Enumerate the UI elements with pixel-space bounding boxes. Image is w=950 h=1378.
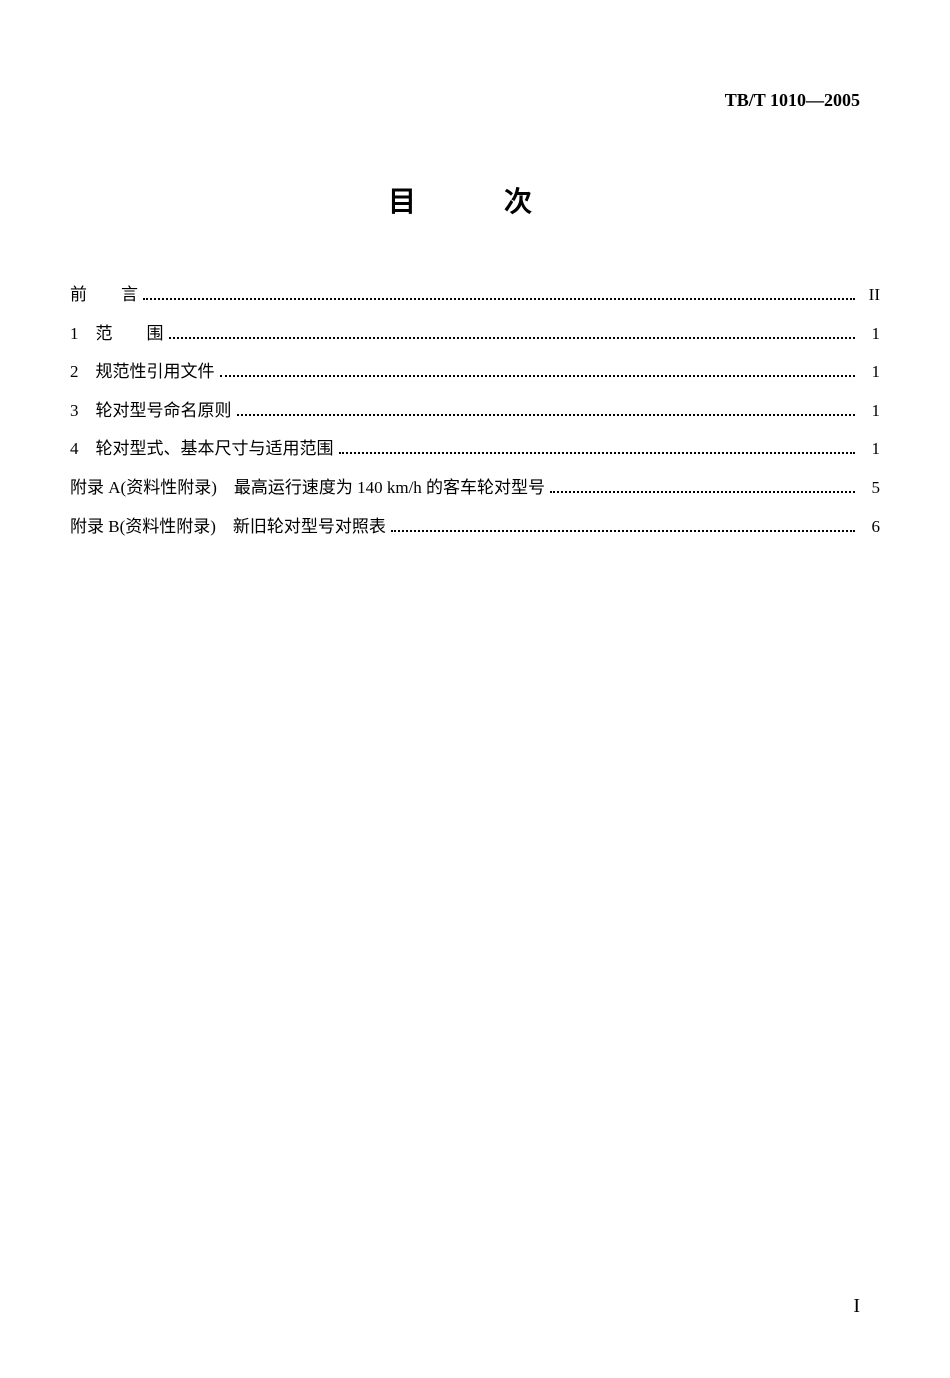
toc-dots bbox=[143, 298, 855, 300]
toc-label: 附录 A(资料性附录) 最高运行速度为 140 km/h 的客车轮对型号 bbox=[70, 473, 545, 504]
toc-page: II bbox=[860, 280, 880, 311]
toc-dots bbox=[550, 491, 855, 493]
toc-page: 1 bbox=[860, 396, 880, 427]
toc-entry: 2 规范性引用文件 1 bbox=[70, 357, 880, 388]
toc-entry: 4 轮对型式、基本尺寸与适用范围 1 bbox=[70, 434, 880, 465]
toc-page: 6 bbox=[860, 512, 880, 543]
toc-dots bbox=[339, 452, 856, 454]
toc-dots bbox=[237, 414, 856, 416]
toc-label: 2 规范性引用文件 bbox=[70, 357, 215, 388]
table-of-contents: 前 言 II 1 范 围 1 2 规范性引用文件 1 3 轮对型号命名原则 1 … bbox=[70, 280, 880, 542]
toc-page: 1 bbox=[860, 319, 880, 350]
standard-code: TB/T 1010—2005 bbox=[725, 90, 860, 111]
toc-label: 前 言 bbox=[70, 280, 138, 311]
toc-entry: 附录 B(资料性附录) 新旧轮对型号对照表 6 bbox=[70, 512, 880, 543]
toc-page: 1 bbox=[860, 434, 880, 465]
toc-label: 附录 B(资料性附录) 新旧轮对型号对照表 bbox=[70, 512, 386, 543]
toc-label: 1 范 围 bbox=[70, 319, 164, 350]
toc-entry: 3 轮对型号命名原则 1 bbox=[70, 396, 880, 427]
toc-page: 1 bbox=[860, 357, 880, 388]
toc-dots bbox=[169, 337, 856, 339]
toc-dots bbox=[220, 375, 856, 377]
toc-page: 5 bbox=[860, 473, 880, 504]
toc-entry: 附录 A(资料性附录) 最高运行速度为 140 km/h 的客车轮对型号 5 bbox=[70, 473, 880, 504]
page-number: I bbox=[853, 1295, 860, 1318]
page-title: 目 次 bbox=[70, 180, 880, 220]
toc-entry: 1 范 围 1 bbox=[70, 319, 880, 350]
toc-dots bbox=[391, 530, 855, 532]
toc-entry: 前 言 II bbox=[70, 280, 880, 311]
toc-label: 4 轮对型式、基本尺寸与适用范围 bbox=[70, 434, 334, 465]
toc-label: 3 轮对型号命名原则 bbox=[70, 396, 232, 427]
